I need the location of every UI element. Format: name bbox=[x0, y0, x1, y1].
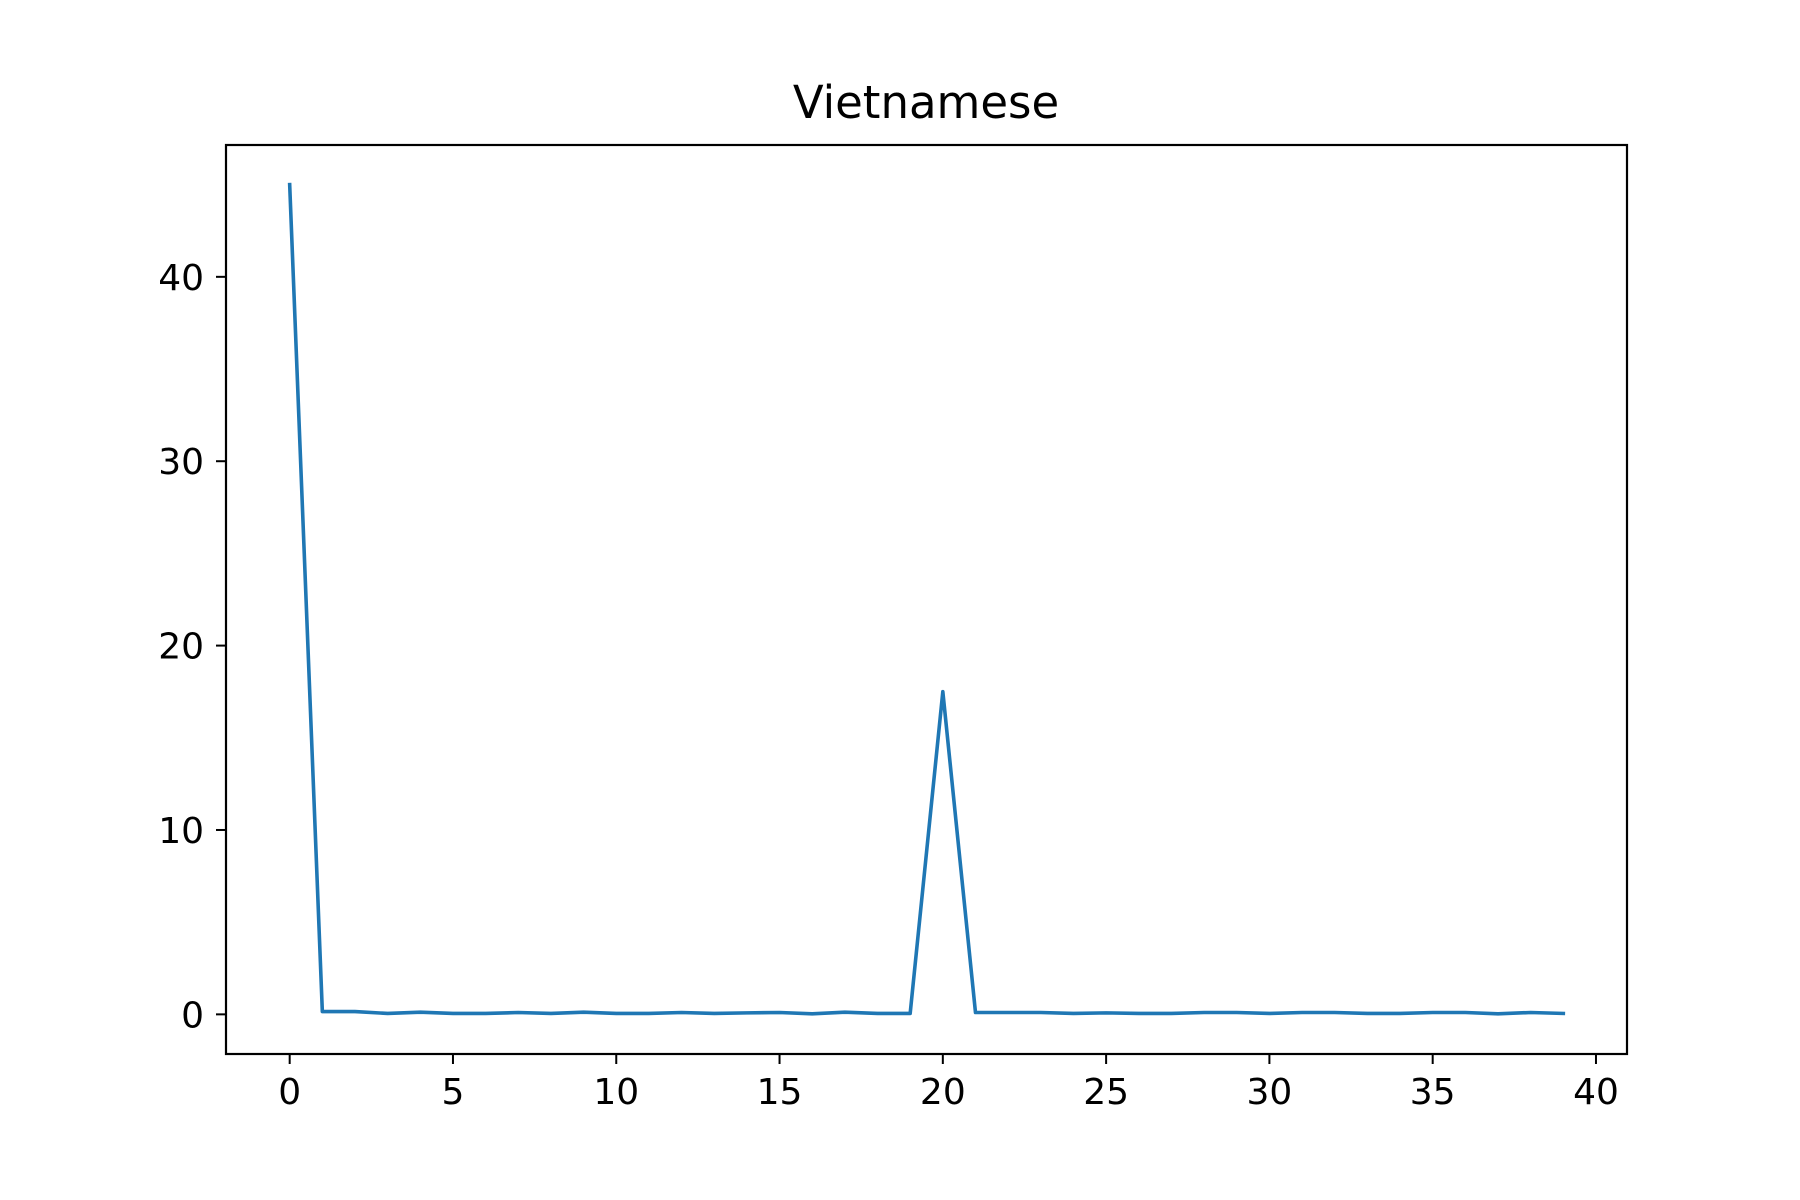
x-axis: 0 5 10 15 20 25 30 35 40 bbox=[278, 1054, 1619, 1113]
y-axis: 0 10 20 30 40 bbox=[158, 258, 226, 1036]
plot-series bbox=[287, 182, 1566, 1016]
plot-area-frame bbox=[224, 143, 1629, 1056]
y-tick-label: 30 bbox=[158, 442, 204, 483]
series-line bbox=[287, 182, 1566, 1016]
x-tick-label: 35 bbox=[1410, 1072, 1456, 1113]
x-tick-label: 0 bbox=[278, 1072, 301, 1113]
chart-title: Vietnamese bbox=[793, 76, 1059, 129]
x-tick-label: 10 bbox=[593, 1072, 639, 1113]
y-tick-label: 0 bbox=[181, 995, 204, 1036]
x-tick-label: 25 bbox=[1083, 1072, 1129, 1113]
x-tick-label: 15 bbox=[757, 1072, 803, 1113]
x-tick-label: 30 bbox=[1246, 1072, 1292, 1113]
x-tick-label: 5 bbox=[442, 1072, 465, 1113]
x-tick-label: 20 bbox=[920, 1072, 966, 1113]
y-tick-label: 20 bbox=[158, 627, 204, 668]
y-tick-label: 10 bbox=[158, 811, 204, 852]
y-tick-label: 40 bbox=[158, 258, 204, 299]
x-tick-label: 40 bbox=[1573, 1072, 1619, 1113]
